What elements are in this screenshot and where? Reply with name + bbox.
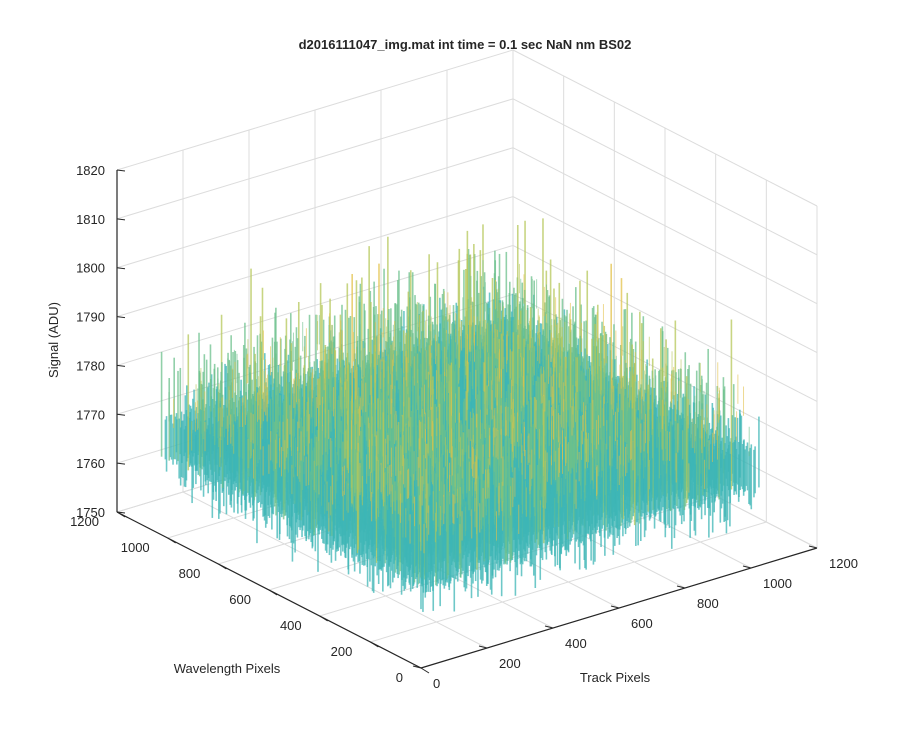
- chart-title: d2016111047_img.mat int time = 0.1 sec N…: [299, 37, 632, 52]
- surface-mesh: [160, 218, 760, 612]
- grid-line: [370, 521, 767, 643]
